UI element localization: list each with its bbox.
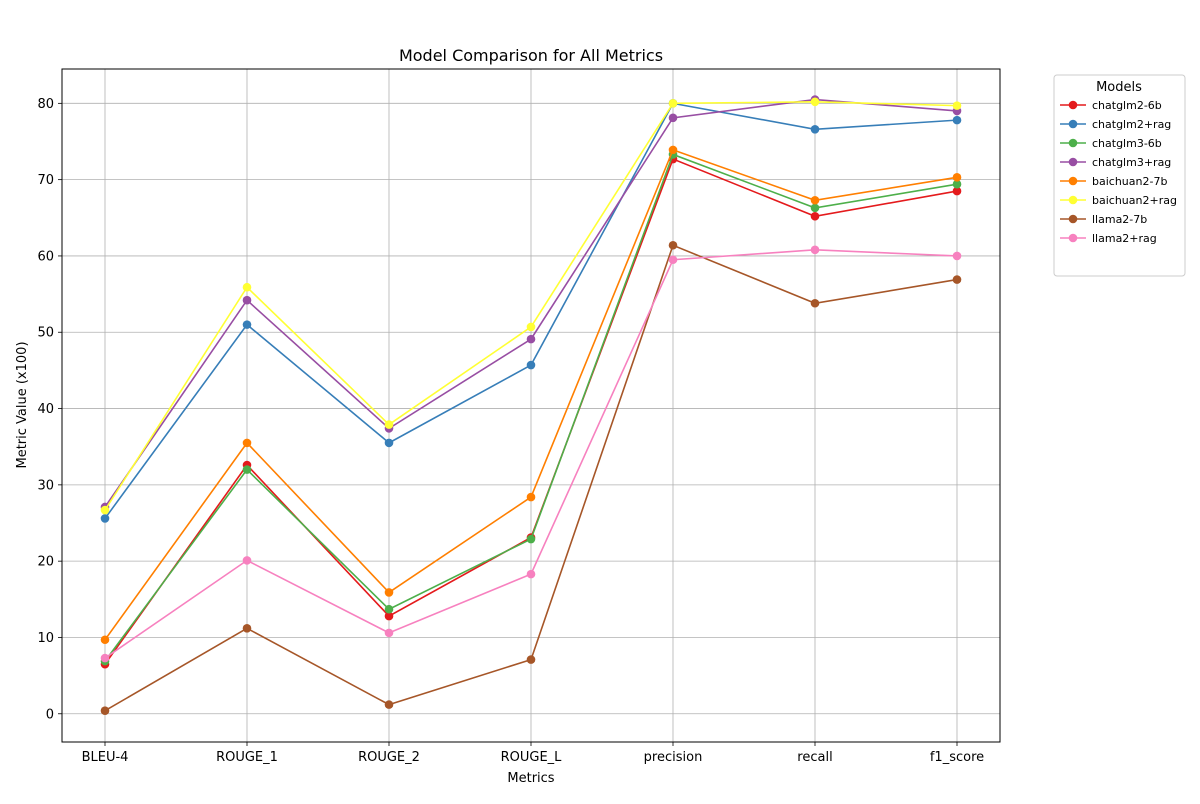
data-point xyxy=(242,624,252,633)
data-point xyxy=(384,438,394,448)
data-point xyxy=(952,186,962,196)
data-point xyxy=(242,465,252,474)
data-point xyxy=(952,115,962,125)
y-tick-label: 20 xyxy=(37,555,54,570)
legend-marker xyxy=(1068,119,1078,129)
chart-title: Model Comparison for All Metrics xyxy=(399,46,663,65)
x-axis-label: Metrics xyxy=(507,771,554,786)
data-point xyxy=(526,334,536,344)
plot-frame xyxy=(61,68,1001,743)
y-tick-label: 10 xyxy=(37,631,54,646)
legend-label: chatglm2-6b xyxy=(1092,99,1162,112)
legend-marker xyxy=(1068,138,1078,148)
legend-label: llama2-7b xyxy=(1092,213,1147,226)
data-point xyxy=(668,145,678,155)
data-point xyxy=(952,179,962,189)
x-tick-label: precision xyxy=(644,750,703,765)
x-tick-label: f1_score xyxy=(930,750,984,765)
x-tick-label: ROUGE_L xyxy=(501,750,563,765)
data-point xyxy=(100,653,110,663)
data-point xyxy=(668,99,678,108)
legend-marker xyxy=(1068,233,1078,243)
y-tick-label: 60 xyxy=(37,249,54,264)
data-point xyxy=(242,320,252,329)
legend-marker xyxy=(1068,214,1078,224)
data-point xyxy=(668,240,678,250)
data-point xyxy=(952,173,962,182)
legend-marker xyxy=(1068,176,1078,186)
y-tick-label: 0 xyxy=(46,707,54,722)
legend-marker xyxy=(1068,100,1078,110)
y-tick-label: 30 xyxy=(37,478,54,493)
x-tick-label: ROUGE_2 xyxy=(358,750,420,765)
data-point xyxy=(384,604,394,614)
legend-label: baichuan2+rag xyxy=(1092,194,1177,207)
legend-marker xyxy=(1068,195,1078,205)
x-tick-label: recall xyxy=(797,750,832,765)
y-tick-label: 70 xyxy=(37,173,54,188)
data-point xyxy=(100,635,110,645)
legend-label: chatglm2+rag xyxy=(1092,118,1171,131)
data-point xyxy=(668,255,678,265)
data-point xyxy=(952,101,962,110)
y-tick-label: 50 xyxy=(37,326,54,341)
legend: chatglm2-6b chatglm2+rag chatglm3-6b chatgl… xyxy=(1053,74,1186,277)
data-point xyxy=(384,700,394,709)
data-point xyxy=(384,628,394,638)
data-point xyxy=(668,113,678,123)
y-axis-label: Metric Value (x100) xyxy=(15,341,30,468)
data-point xyxy=(384,611,394,621)
data-point xyxy=(242,556,252,565)
data-point xyxy=(810,211,820,221)
data-point xyxy=(952,251,962,261)
data-point xyxy=(526,534,536,544)
data-point xyxy=(810,203,820,213)
data-point xyxy=(242,438,252,448)
x-tick-label: BLEU-4 xyxy=(82,750,129,765)
data-point xyxy=(100,706,110,716)
data-point xyxy=(810,124,820,134)
legend-label: chatglm3-6b xyxy=(1092,137,1162,150)
data-point xyxy=(810,245,820,255)
data-point xyxy=(526,655,536,664)
y-tick-label: 80 xyxy=(37,97,54,112)
legend-marker xyxy=(1068,157,1078,167)
data-point xyxy=(810,97,820,107)
data-point xyxy=(526,322,536,332)
x-tick-label: ROUGE_1 xyxy=(216,750,278,765)
data-point xyxy=(384,588,394,597)
data-point xyxy=(242,295,252,305)
data-point xyxy=(384,420,394,429)
y-tick-label: 40 xyxy=(37,402,54,417)
legend-label: llama2+rag xyxy=(1092,232,1157,245)
data-point xyxy=(100,505,110,515)
data-point xyxy=(100,514,110,523)
data-point xyxy=(526,492,536,502)
grid-lines: BLEU-4 ROUGE_1 ROUGE_2 ROUGE_L precision reca… xyxy=(37,68,1001,765)
data-point xyxy=(810,195,820,205)
legend-box xyxy=(1053,74,1186,277)
data-point xyxy=(526,360,536,370)
data-point xyxy=(526,569,536,579)
legend-title: Models xyxy=(1096,80,1142,95)
series-group xyxy=(100,95,962,716)
data-point xyxy=(810,298,820,308)
data-point xyxy=(952,275,962,284)
legend-label: baichuan2-7b xyxy=(1092,175,1167,188)
legend-label: chatglm3+rag xyxy=(1092,156,1171,169)
data-point xyxy=(242,282,252,292)
